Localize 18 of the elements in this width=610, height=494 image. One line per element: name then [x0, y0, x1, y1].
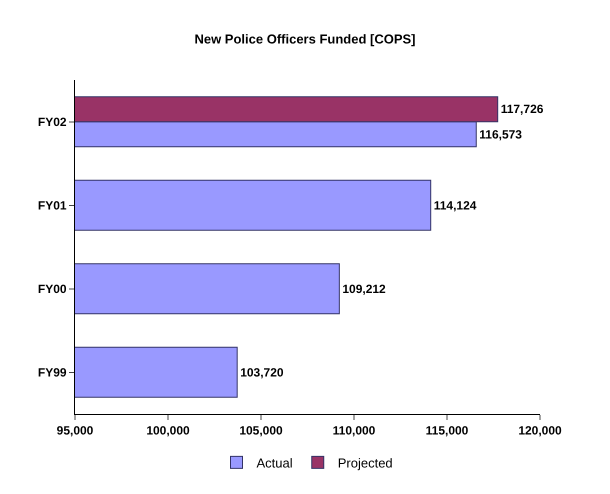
- y-tick-label: FY99: [38, 365, 67, 380]
- data-label: 117,726: [500, 102, 544, 116]
- data-label: 114,124: [434, 198, 477, 212]
- legend-label: Projected: [338, 455, 393, 470]
- data-label: 109,212: [342, 282, 386, 296]
- data-label: 116,573: [479, 127, 522, 142]
- x-tick-label: 115,000: [426, 423, 469, 438]
- data-label: 103,720: [240, 365, 284, 380]
- y-tick-label: FY02: [38, 114, 67, 129]
- x-tick-label: 120,000: [518, 423, 562, 438]
- legend-label: Actual: [256, 455, 293, 470]
- x-tick-label: 95,000: [56, 423, 94, 438]
- x-tick-label: 110,000: [332, 423, 376, 438]
- y-tick-label: FY01: [38, 198, 67, 212]
- chart-title: New Police Officers Funded [COPS]: [194, 32, 416, 47]
- x-tick-label: 100,000: [146, 423, 190, 438]
- x-tick-label: 105,000: [239, 423, 284, 438]
- y-tick-label: FY00: [38, 282, 67, 296]
